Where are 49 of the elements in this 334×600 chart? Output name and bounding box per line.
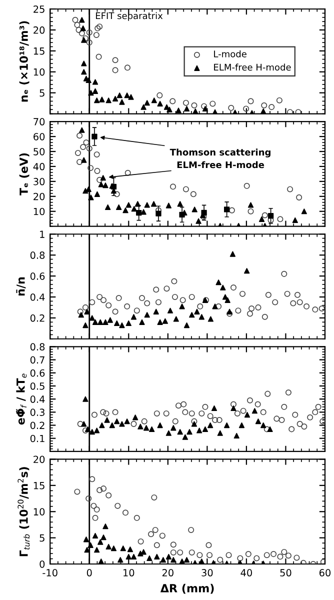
y-tick-label: 0.6 [30, 272, 45, 280]
y-tick-label: 1 [40, 230, 44, 238]
y-tick-label: 0.1 [30, 434, 44, 442]
y-tick-label: 60 [34, 133, 45, 140]
annotation: ELM-free H-mode [177, 161, 264, 168]
y-tick-label: 0.4 [30, 293, 45, 301]
y-tick-label: 20 [34, 26, 45, 34]
y-tick-label: 10 [34, 208, 45, 216]
x-tick-label: 50 [280, 569, 292, 576]
y-tick-label: 5 [40, 534, 44, 542]
y-tick-label: 0.2 [30, 314, 44, 322]
legend-label: ELM-free H-mode [214, 64, 291, 71]
y-tick-label: 10 [34, 68, 45, 76]
y-tick-label: 15 [34, 48, 44, 55]
y-axis-title: n̄/n [16, 277, 26, 296]
y-axis-title: Tₑ (eV) [19, 153, 30, 196]
y-tick-label: 10 [34, 508, 45, 516]
x-tick-label: -10 [42, 569, 58, 576]
y-tick-label: 20 [34, 456, 45, 464]
y-tick-label: 0.8 [30, 252, 45, 259]
y-tick-label: 30 [34, 178, 45, 186]
y-tick-label: 20 [34, 192, 45, 200]
y-tick-label: 0.8 [30, 343, 45, 351]
y-tick-label: 25 [34, 5, 44, 13]
y-tick-label: 70 [34, 118, 45, 126]
y-axis-title: Γ$_{turb}$ (10$^{20}$/m$^{2}$s) [18, 467, 30, 556]
legend-label: L-mode [214, 50, 246, 58]
x-tick-label: 10 [124, 569, 134, 576]
y-axis-title: eΦ̃$_{f}$ / kT$_{e}$ [16, 374, 27, 425]
y-tick-label: 0 [40, 560, 45, 568]
y-tick-label: 0.6 [30, 369, 45, 377]
y-tick-label: 5 [40, 89, 44, 97]
x-tick-label: 30 [202, 569, 213, 576]
x-axis-title: ΔR (mm) [160, 584, 214, 594]
x-tick-label: 60 [319, 569, 331, 576]
y-tick-label: 50 [34, 148, 45, 156]
ref-line-label: EFIT separatrix [96, 12, 163, 21]
x-tick-label: 0 [86, 569, 92, 576]
annotation: Thomson scattering [170, 148, 270, 158]
y-tick-label: 0.3 [30, 408, 44, 416]
y-tick-label: 0.2 [30, 422, 44, 430]
x-tick-label: 40 [240, 569, 252, 576]
y-tick-label: 40 [33, 162, 45, 170]
x-tick-label: 20 [162, 569, 174, 576]
y-tick-label: 0.4 [30, 396, 45, 403]
y-tick-label: 0.7 [30, 356, 44, 364]
y-tick-label: 15 [34, 482, 44, 490]
y-tick-label: 0.5 [30, 382, 44, 390]
y-axis-title: nₑ (×10¹⁸/m³) [19, 21, 30, 102]
